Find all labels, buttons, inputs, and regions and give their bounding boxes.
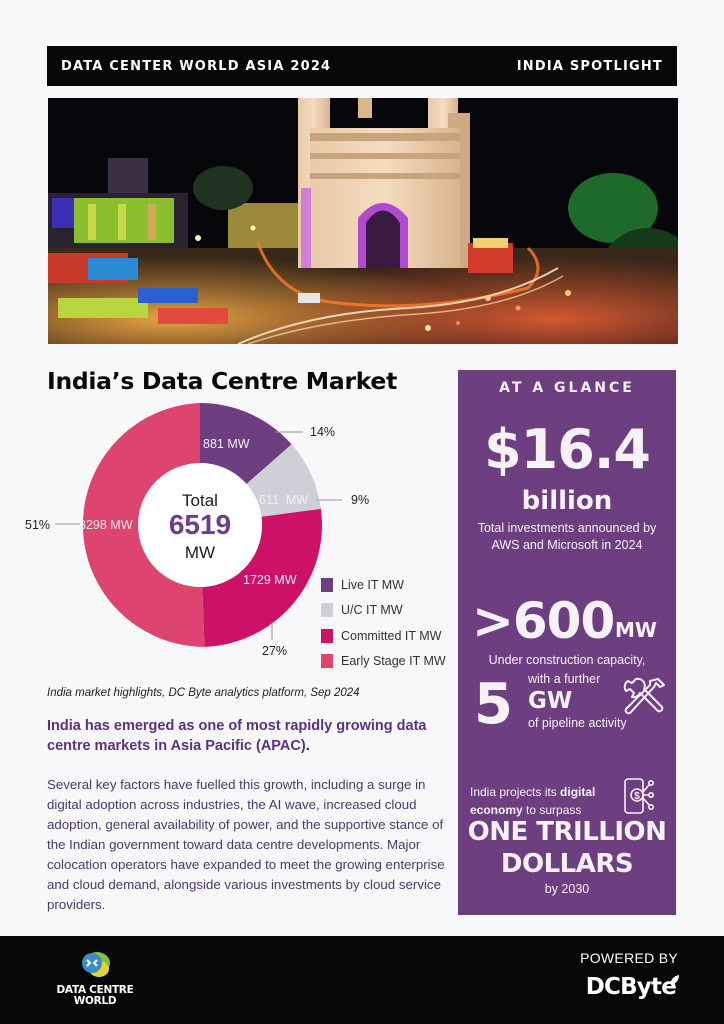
dcbyte-leaf-icon [670, 975, 679, 985]
legend-item-uc-it: U/C IT MW [321, 598, 446, 624]
event-title: DATA CENTER WORLD ASIA 2024 [61, 58, 332, 74]
pipeline-value: 5 [474, 672, 513, 737]
spotlight-label: INDIA SPOTLIGHT [516, 58, 663, 74]
legend-item-committed-it: Committed IT MW [321, 623, 446, 649]
legend-label: Committed IT MW [341, 628, 442, 643]
lead-period: . [305, 738, 310, 754]
dcw-logo-icon [82, 952, 110, 977]
investment-value: $16.4 [484, 418, 651, 481]
trillion-headline: ONE TRILLION DOLLARS [458, 816, 676, 880]
digital-pre: India projects its [470, 785, 561, 799]
header-bar: DATA CENTER WORLD ASIA 2024 INDIA SPOTLI… [47, 46, 677, 86]
further-text: with a further [528, 672, 601, 686]
economy-bold: economy [470, 803, 523, 817]
uc-capacity-value: >600 [472, 592, 615, 650]
legend-label: Live IT MW [341, 577, 404, 592]
dcw-logo-line2: WORLD [73, 995, 117, 1007]
section-title: India’s Data Centre Market [47, 367, 398, 395]
label-uc-it: 611 MW [259, 493, 308, 507]
market-donut-chart: 881 MW 611 MW 1729 MW 3298 MW 14% 9% 27%… [25, 403, 369, 658]
legend-swatch [321, 577, 333, 592]
pct-early-stage-it: 51% [25, 518, 50, 532]
trillion-line: ONE TRILLION [467, 817, 667, 847]
footer: DATA CENTRE WORLD POWERED BY DCByte [0, 936, 724, 1024]
investment-unit: billion [521, 486, 613, 516]
label-early-stage-it: 3298 MW [79, 518, 133, 532]
chart-legend: Live IT MW U/C IT MW Committed IT MW Ear… [321, 572, 446, 674]
dcbyte-logo: DCByte [585, 974, 677, 1000]
lead-text: India has emerged as one of most rapidly… [47, 718, 427, 754]
lead-paragraph: India has emerged as one of most rapidly… [47, 716, 447, 756]
at-a-glance-panel: AT A GLANCE $16.4 billion Total investme… [458, 370, 676, 915]
digital-economy-description: India projects its digital economy to sur… [470, 783, 620, 819]
wrench-hammer-icon [623, 677, 665, 715]
trillion-line: DOLLARS [500, 849, 634, 879]
trillion-year: by 2030 [544, 882, 590, 896]
legend-label: U/C IT MW [341, 603, 403, 618]
svg-text:$: $ [634, 791, 640, 802]
digital-post: to surpass [522, 803, 582, 817]
label-committed-it: 1729 MW [243, 573, 297, 587]
charminar-night-illustration [48, 98, 678, 344]
legend-item-early-stage-it: Early Stage IT MW [321, 649, 446, 675]
uc-capacity-description: Under construction capacity, [488, 653, 646, 667]
uc-capacity-unit: MW [615, 618, 657, 642]
investment-desc-line: AWS and Microsoft in 2024 [491, 538, 643, 552]
donut-center-label: Total [182, 491, 218, 510]
legend-swatch [321, 654, 333, 669]
pct-committed-it: 27% [262, 644, 287, 658]
chart-caption: India market highlights, DC Byte analyti… [47, 687, 360, 699]
pct-uc-it: 9% [351, 493, 369, 507]
legend-item-live-it: Live IT MW [321, 572, 446, 598]
pipeline-description: of pipeline activity [528, 716, 627, 730]
body-paragraph: Several key factors have fuelled this gr… [47, 777, 445, 912]
glance-title: AT A GLANCE [499, 380, 635, 396]
legend-swatch [321, 603, 333, 618]
legend-swatch [321, 628, 333, 643]
donut-center-value: 6519 [168, 509, 232, 540]
slice-live-it [200, 403, 292, 484]
legend-label: Early Stage IT MW [341, 654, 446, 669]
powered-by-label: POWERED BY [580, 950, 678, 966]
investment-desc-line: Total investments announced by [477, 521, 657, 535]
slice-early-stage-it [82, 403, 205, 647]
pipeline-unit: GW [528, 688, 573, 714]
label-live-it: 881 MW [203, 437, 250, 451]
pct-live-it: 14% [310, 425, 335, 439]
digital-bold: digital [560, 785, 596, 799]
dcw-logo-line1: DATA CENTRE [56, 984, 134, 996]
data-centre-world-logo: DATA CENTRE WORLD [50, 950, 140, 1007]
investment-description: Total investments announced by AWS and M… [458, 520, 676, 554]
slice-uc-it [246, 444, 321, 517]
donut-center-unit: MW [184, 543, 216, 562]
slice-committed-it [202, 508, 322, 647]
phone-dollar-network-icon: $ [624, 778, 654, 814]
hero-image [48, 98, 678, 344]
